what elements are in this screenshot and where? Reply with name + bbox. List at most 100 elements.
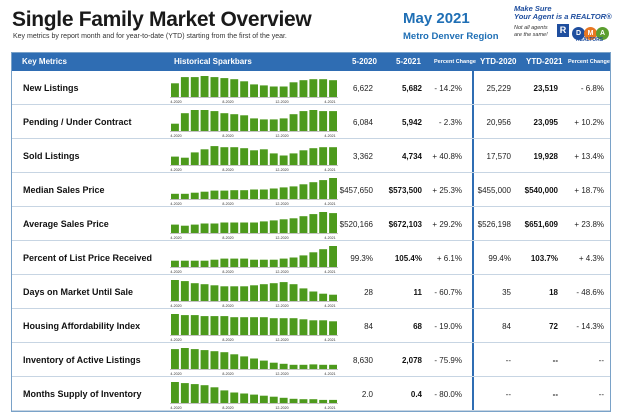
sparkbar [210, 146, 219, 165]
col-ytd-curr: YTD-2021 [526, 57, 563, 66]
badge-note-2: are the same! [514, 32, 548, 38]
sparkbar [259, 119, 268, 131]
cell-prev: 8,630 [352, 356, 373, 365]
sparkbar [309, 399, 318, 403]
sparkbar [329, 246, 337, 267]
cell-curr: $672,103 [388, 220, 422, 229]
sparkbar [289, 186, 298, 199]
sparkbar [220, 352, 229, 369]
sparkbar [171, 224, 179, 233]
table-row: Pending / Under Contract 4-2020 8-2020 12-2… [12, 105, 610, 139]
sparkbar [309, 364, 318, 369]
sparkbar [299, 150, 308, 165]
cell-curr: 5,942 [401, 118, 422, 127]
report-period: May 2021 [403, 10, 470, 27]
sparkbar [269, 86, 278, 97]
sparkbar [220, 286, 229, 301]
sparkbar-chart: 4-2020 8-2020 12-2020 4-2021 [170, 348, 338, 376]
sparkbar [319, 399, 328, 403]
sparkbar-axis-label: 12-2020 [275, 304, 288, 308]
sparkbar [329, 364, 337, 369]
sparkbar [319, 147, 328, 165]
sparkbar [190, 152, 199, 165]
sparkbar [259, 284, 268, 301]
sparkbar [309, 110, 318, 131]
sparkbar [250, 84, 258, 97]
badge-note-1: Not all agents [514, 25, 548, 31]
cell-ytd-prev: $526,198 [477, 220, 511, 229]
sparkbar-chart: 4-2020 8-2020 12-2020 4-2021 [170, 246, 338, 274]
sparkbar [279, 397, 288, 404]
sparkbar-axis-label: 12-2020 [275, 372, 288, 376]
sparkbar [269, 188, 278, 199]
sparkbar-axis-label: 8-2020 [222, 202, 233, 206]
cell-ytd-prev: $455,000 [477, 186, 511, 195]
sparkbar [200, 385, 209, 403]
sparkbar [171, 156, 179, 165]
badge-line-1: Make Sure [514, 4, 552, 13]
sparkbar-axis-label: 12-2020 [275, 168, 288, 172]
sparkbar [289, 218, 298, 233]
sparkbar [299, 319, 308, 336]
cell-ytd-prev: 20,956 [486, 118, 511, 127]
table-row: Months Supply of Inventory 4-2020 8-2020 12… [12, 377, 610, 411]
sparkbar-axis-label: 12-2020 [275, 134, 288, 138]
cell-pct: - 14.2% [434, 84, 462, 93]
sparkbar [279, 155, 288, 165]
cell-prev: $457,650 [339, 186, 373, 195]
sparkbar-axis-label: 4-2021 [324, 168, 335, 172]
sparkbar [200, 284, 209, 301]
sparkbar-chart: 4-2020 8-2020 12-2020 4-2021 [170, 382, 338, 410]
sparkbar [200, 350, 209, 369]
cell-ytd-curr: 103.7% [530, 254, 558, 263]
sparkbar [269, 318, 278, 335]
cell-ytd-pct: - 48.6% [576, 288, 604, 297]
cell-ytd-curr: -- [552, 390, 558, 399]
page-subtitle: Key metrics by report month and for year… [13, 33, 287, 40]
sparkbar [200, 191, 209, 199]
metric-label: Pending / Under Contract [23, 117, 132, 127]
table-row: Median Sales Price 4-2020 8-2020 12-2020 4-2… [12, 173, 610, 207]
sparkbar [289, 257, 298, 267]
col-key-metrics: Key Metrics [22, 57, 67, 66]
sparkbar [171, 193, 179, 200]
cell-ytd-pct: + 10.2% [574, 118, 604, 127]
sparkbar [279, 363, 288, 370]
realtor-badge: Make Sure Your Agent is a REALTOR® Not a… [514, 4, 614, 46]
cell-pct: - 19.0% [434, 322, 462, 331]
col-ytd-prev: YTD-2020 [480, 57, 517, 66]
sparkbar [269, 396, 278, 403]
cell-ytd-prev: 17,570 [486, 152, 511, 161]
metric-label: Housing Affordability Index [23, 321, 141, 331]
sparkbar [190, 192, 199, 199]
cell-curr: 0.4 [410, 390, 422, 399]
cell-curr: 5,682 [401, 84, 422, 93]
sparkbar-axis-label: 8-2020 [222, 134, 233, 138]
sparkbar [319, 249, 328, 267]
sparkbar [289, 82, 298, 97]
sparkbar-chart: 4-2020 8-2020 12-2020 4-2021 [170, 110, 338, 138]
table-row: Days on Market Until Sale 4-2020 8-2020 12-… [12, 275, 610, 309]
sparkbar-axis-label: 4-2021 [324, 202, 335, 206]
cell-curr: 2,078 [401, 356, 422, 365]
cell-prev: $520,166 [339, 220, 373, 229]
col-prev: 5-2020 [352, 57, 377, 66]
sparkbar [279, 282, 288, 301]
metric-label: Months Supply of Inventory [23, 389, 142, 399]
cell-ytd-prev: -- [505, 356, 511, 365]
sparkbar [329, 111, 337, 131]
sparkbar [279, 258, 288, 267]
table-row: Sold Listings 4-2020 8-2020 12-2020 4-2021 3,… [12, 139, 610, 173]
sparkbar-axis-label: 4-2021 [324, 134, 335, 138]
sparkbar [240, 393, 249, 403]
sparkbar [319, 79, 328, 97]
sparkbar-axis-label: 8-2020 [222, 372, 233, 376]
sparkbar-axis-label: 8-2020 [222, 168, 233, 172]
sparkbar-axis-label: 12-2020 [275, 236, 288, 240]
sparkbar-axis-label: 8-2020 [222, 270, 233, 274]
sparkbar [230, 79, 239, 97]
sparkbar [319, 180, 328, 199]
sparkbar [329, 213, 337, 233]
sparkbar [259, 149, 268, 166]
